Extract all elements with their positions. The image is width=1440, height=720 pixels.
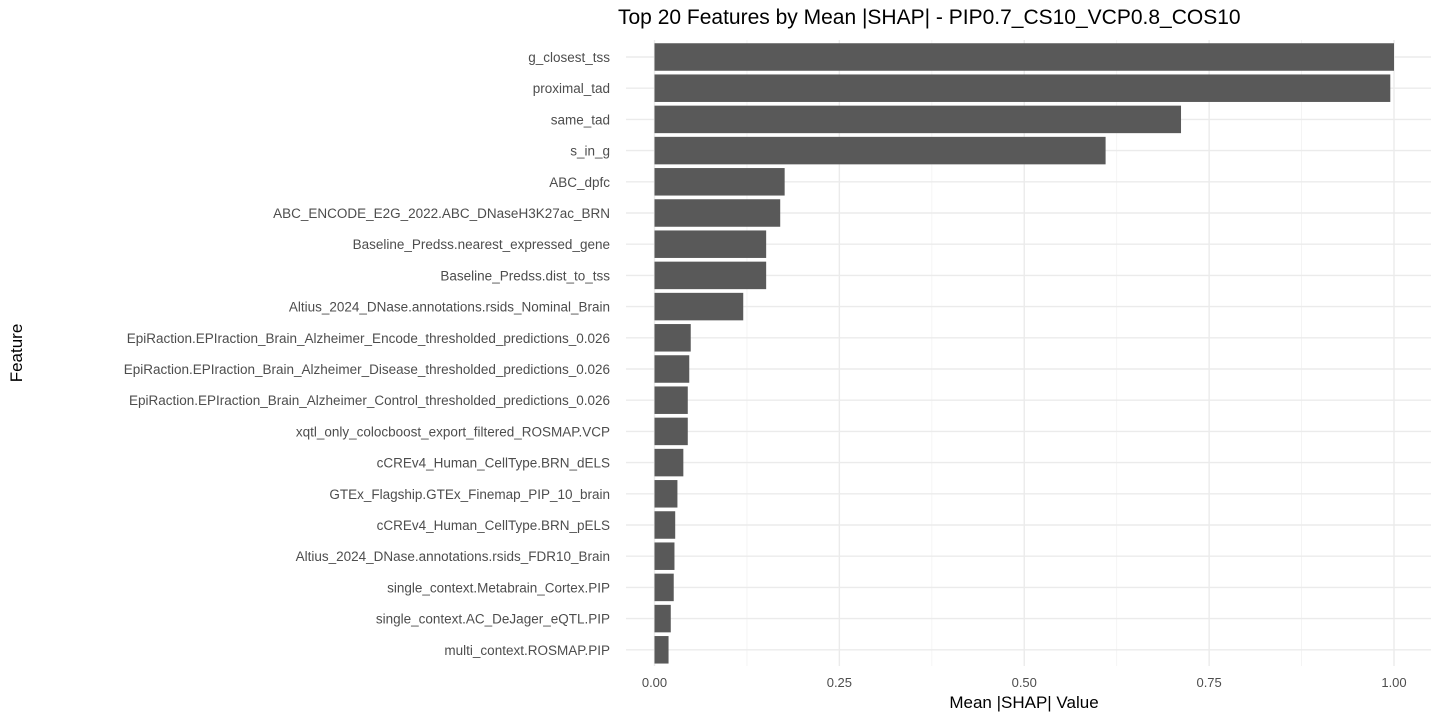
category-label: cCREv4_Human_CellType.BRN_pELS (377, 518, 610, 533)
grid-layer (626, 40, 1431, 666)
bar-EpiRaction.EPIraction_Brain_Alzheimer_Control_thresholded_predictions_0.026 (654, 386, 688, 414)
bar-single_context.Metabrain_Cortex.PIP (654, 573, 674, 602)
bar-cCREv4_Human_CellType.BRN_dELS (654, 448, 684, 477)
x-tick-label: 0.50 (1012, 675, 1037, 690)
y-axis-title: Feature (7, 324, 26, 383)
bar-s_in_g (654, 136, 1106, 165)
category-label: multi_context.ROSMAP.PIP (444, 643, 610, 658)
category-label: single_context.AC_DeJager_eQTL.PIP (376, 612, 610, 627)
bar-g_closest_tss (654, 43, 1394, 71)
x-tick-labels: 0.00 0.25 0.50 0.75 1.00 (642, 675, 1407, 690)
category-label: proximal_tad (533, 81, 610, 96)
bar-same_tad (654, 105, 1182, 134)
bar-Altius_2024_DNase.annotations.rsids_FDR10_Brain (654, 542, 675, 570)
bar-single_context.AC_DeJager_eQTL.PIP (654, 604, 671, 633)
category-label: ABC_ENCODE_E2G_2022.ABC_DNaseH3K27ac_BRN (273, 206, 610, 221)
bar-ABC_ENCODE_E2G_2022.ABC_DNaseH3K27ac_BRN (654, 199, 781, 227)
bars-layer (654, 43, 1394, 664)
category-label: EpiRaction.EPIraction_Brain_Alzheimer_En… (127, 331, 610, 346)
category-label: Altius_2024_DNase.annotations.rsids_Nomi… (289, 300, 610, 315)
bar-EpiRaction.EPIraction_Brain_Alzheimer_Encode_thresholded_predictions_0.026 (654, 324, 691, 352)
bar-Baseline_Predss.dist_to_tss (654, 261, 767, 290)
bar-EpiRaction.EPIraction_Brain_Alzheimer_Disease_thresholded_predictions_0.026 (654, 355, 690, 383)
category-labels: g_closest_tss proximal_tad same_tad s_in_g A… (124, 50, 611, 658)
category-label: g_closest_tss (528, 50, 610, 65)
category-label: single_context.Metabrain_Cortex.PIP (387, 580, 610, 595)
bar-GTEx_Flagship.GTEx_Finemap_PIP_10_brain (654, 480, 678, 508)
x-tick-label: 1.00 (1381, 675, 1406, 690)
bar-cCREv4_Human_CellType.BRN_pELS (654, 511, 676, 539)
x-axis-title: Mean |SHAP| Value (949, 693, 1098, 712)
category-label: s_in_g (570, 144, 610, 159)
category-label: Baseline_Predss.dist_to_tss (440, 268, 610, 283)
category-label: xqtl_only_colocboost_export_filtered_ROS… (296, 424, 610, 439)
x-tick-label: 0.75 (1196, 675, 1221, 690)
category-label: GTEx_Flagship.GTEx_Finemap_PIP_10_brain (329, 487, 610, 502)
category-label: EpiRaction.EPIraction_Brain_Alzheimer_Di… (124, 362, 610, 377)
category-label: ABC_dpfc (549, 175, 610, 190)
bar-ABC_dpfc (654, 168, 785, 196)
category-label: Altius_2024_DNase.annotations.rsids_FDR1… (296, 549, 610, 564)
category-label: same_tad (551, 112, 610, 127)
bar-xqtl_only_colocboost_export_filtered_ROSMAP.VCP (654, 417, 688, 446)
category-label: cCREv4_Human_CellType.BRN_dELS (377, 456, 610, 471)
bar-Baseline_Predss.nearest_expressed_gene (654, 230, 767, 258)
category-label: EpiRaction.EPIraction_Brain_Alzheimer_Co… (129, 393, 610, 408)
bar-multi_context.ROSMAP.PIP (654, 636, 669, 664)
bar-Altius_2024_DNase.annotations.rsids_Nominal_Brain (654, 292, 744, 321)
x-tick-label: 0.25 (827, 675, 852, 690)
x-tick-label: 0.00 (642, 675, 667, 690)
category-label: Baseline_Predss.nearest_expressed_gene (353, 237, 610, 252)
chart-title: Top 20 Features by Mean |SHAP| - PIP0.7_… (618, 6, 1241, 29)
bar-proximal_tad (654, 74, 1391, 102)
